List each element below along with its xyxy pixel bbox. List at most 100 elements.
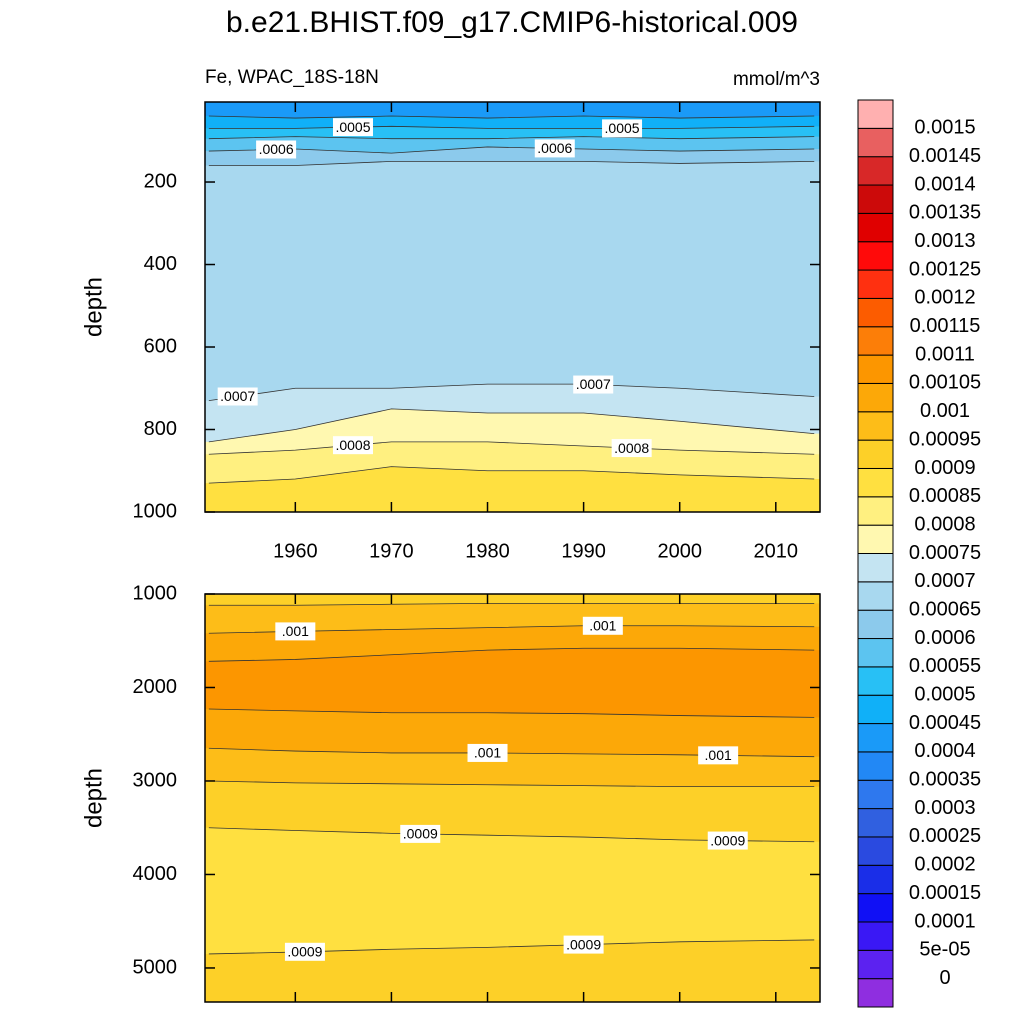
colorbar-box (857, 184, 894, 214)
y-tick-label: 600 (144, 335, 177, 357)
colorbar-label: 0.00115 (910, 315, 981, 337)
colorbar-box (857, 241, 894, 271)
y-tick-label: 5000 (133, 956, 178, 978)
contour-line (208, 136, 815, 140)
colorbar-label: 0.00055 (909, 655, 981, 677)
contour-label-text: .0006 (259, 141, 294, 157)
colorbar-box (857, 156, 894, 186)
colorbar-label: 0.0004 (914, 740, 975, 762)
x-tick-label: 1990 (561, 540, 606, 562)
colorbar-label: 0 (939, 967, 950, 989)
colorbar-label: 0.00015 (909, 882, 981, 904)
colorbar-label: 0.001 (920, 400, 970, 422)
contour-fill (205, 939, 820, 1002)
contour-label: .001 (467, 743, 508, 762)
contour-label-text: .0006 (537, 140, 572, 156)
contour-fill (205, 466, 820, 512)
colorbar-label: 0.0003 (914, 797, 975, 819)
contour-label-text: .001 (282, 623, 309, 639)
colorbar-box (857, 326, 894, 356)
contour-label: .0007 (573, 375, 614, 394)
contour-label-box (467, 743, 508, 762)
colorbar-box (857, 751, 894, 781)
colorbar-box (857, 127, 894, 158)
contour-label: .0008 (611, 439, 652, 458)
colorbar-box (857, 949, 894, 980)
colorbar-box (857, 723, 894, 753)
colorbar-label: 0.00145 (909, 145, 981, 167)
contour-label-box (698, 746, 739, 765)
colorbar-label: 0.00085 (909, 485, 981, 507)
contour-label-box (602, 119, 643, 138)
colorbar-box (857, 99, 894, 129)
contour-line (208, 780, 815, 787)
contour-label: .0006 (256, 140, 297, 159)
figure-title: b.e21.BHIST.f09_g17.CMIP6-historical.009 (226, 6, 798, 39)
colorbar-box (857, 382, 894, 413)
contour-label-text: .0008 (614, 440, 649, 456)
contour-line (208, 383, 815, 402)
colorbar-box (857, 524, 894, 554)
contour-label-box (275, 622, 316, 641)
y-tick-label: 3000 (133, 769, 178, 791)
contour-label: .001 (275, 622, 316, 641)
contour-label: .0009 (400, 824, 441, 843)
colorbar-box (857, 609, 894, 640)
colorbar-label: 0.0008 (914, 513, 975, 535)
y-axis-label: depth (80, 768, 107, 828)
colorbar-label: 0.0002 (914, 854, 975, 876)
colorbar-label: 0.0011 (915, 343, 975, 365)
colorbar-label: 0.0009 (914, 457, 975, 479)
colorbar-label: 0.0012 (914, 287, 975, 309)
x-tick-label: 2010 (754, 540, 799, 562)
colorbar-label: 0.00105 (909, 372, 981, 394)
colorbar-box (857, 439, 894, 469)
colorbar-box (857, 553, 894, 583)
contour-label: .001 (582, 616, 623, 635)
panel-units: mmol/m^3 (733, 69, 820, 90)
colorbar-box (857, 694, 894, 725)
y-tick-label: 400 (144, 253, 177, 275)
colorbar-label: 0.0007 (914, 570, 975, 592)
y-tick-label: 1000 (133, 500, 178, 522)
colorbar-label: 0.0015 (914, 117, 975, 139)
contour-label-box (611, 439, 652, 458)
contour-label-box (563, 935, 604, 954)
contour-label-text: .001 (589, 617, 616, 633)
contour-label: .0009 (563, 935, 604, 954)
x-tick-label: 1970 (369, 540, 414, 562)
y-tick-label: 2000 (133, 676, 178, 698)
colorbar-box (857, 864, 894, 895)
colorbar-box (857, 638, 894, 668)
colorbar-box (857, 297, 894, 328)
plot-area: .001 .001 .001 .001 .0009 .0009 .0009 .0009 (205, 594, 820, 1002)
contour-label: .0005 (602, 119, 643, 138)
plot-frame (204, 593, 821, 1003)
x-tick-label: 2000 (657, 540, 702, 562)
contour-label-text: .0009 (287, 943, 322, 959)
contour-label-text: .0007 (220, 388, 255, 404)
panel-subtitle: Fe, WPAC_18S-18N (205, 67, 379, 88)
contour-label: .0006 (534, 139, 575, 158)
contour-label: .0007 (217, 387, 258, 406)
colorbar-label: 0.00095 (909, 428, 981, 450)
plot-area: .0005 .0005 .0006 .0006 .0007 .0007 .0008 .0008 (205, 102, 820, 512)
x-tick-label: 1980 (465, 540, 510, 562)
colorbar-label: 0.00065 (909, 598, 981, 620)
colorbar-box (857, 779, 894, 810)
colorbar-box (857, 411, 894, 441)
contour-line (208, 408, 815, 443)
y-axis-label: depth (80, 277, 107, 337)
contour-label-text: .001 (474, 745, 501, 761)
colorbar-box (857, 836, 894, 866)
contour-label-text: .0008 (335, 437, 370, 453)
colorbar-box (857, 269, 894, 299)
colorbar-label: 0.0013 (914, 230, 975, 252)
colorbar-label: 0.0001 (914, 910, 975, 932)
colorbar-box (857, 354, 894, 384)
contour-label: .0008 (332, 436, 373, 455)
contour-label-text: .0005 (605, 120, 640, 136)
colorbar-label: 0.0006 (914, 627, 975, 649)
